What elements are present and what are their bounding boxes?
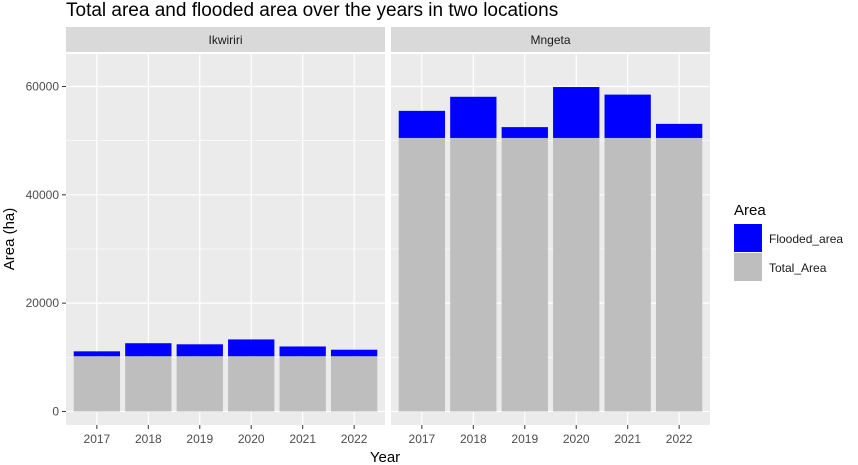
bar-flooded-area-2018	[450, 96, 497, 138]
x-tick-label: 2018	[460, 432, 487, 446]
facet-strip	[391, 27, 710, 52]
bar-flooded-area-2019	[176, 344, 223, 357]
bar-total-area-2019	[501, 137, 548, 412]
bar-flooded-area-2020	[228, 339, 275, 357]
x-tick-label: 2021	[289, 432, 316, 446]
bar-total-area-2020	[228, 356, 275, 412]
facet-strip	[66, 27, 385, 52]
x-tick-label: 2020	[238, 432, 265, 446]
chart-title: Total area and flooded area over the yea…	[66, 0, 558, 21]
x-tick-label: 2018	[135, 432, 162, 446]
legend: Area Flooded_area Total_Area	[734, 202, 843, 281]
x-tick-label: 2019	[511, 432, 538, 446]
bar-flooded-area-2022	[330, 349, 378, 357]
y-tick-label: 20000	[26, 296, 60, 310]
bar-total-area-2022	[330, 356, 378, 412]
x-axis-title: Year	[370, 449, 400, 465]
x-tick-label: 2017	[84, 432, 111, 446]
y-tick-label: 40000	[26, 188, 60, 202]
facet-strip-label: Ikwiriri	[209, 33, 243, 47]
bar-flooded-area-2020	[553, 87, 600, 138]
bar-total-area-2019	[176, 356, 223, 412]
x-tick-label: 2022	[341, 432, 368, 446]
bar-total-area-2021	[279, 356, 326, 412]
bar-total-area-2018	[125, 356, 172, 412]
bar-flooded-area-2018	[125, 343, 172, 357]
facet-panels: Ikwiriri 2017 2018 2019 2020 2021 2022 Mngeta 20…	[66, 27, 710, 446]
facet-panel-ikwiriri: Ikwiriri 2017 2018 2019 2020 2021 2022	[66, 27, 385, 446]
bar-flooded-area-2022	[655, 123, 703, 138]
bar-flooded-area-2017	[398, 110, 446, 138]
x-tick-label: 2021	[614, 432, 641, 446]
y-axis-title: Area (ha)	[1, 208, 18, 271]
bar-flooded-area-2021	[604, 94, 651, 138]
facet-strip-label: Mngeta	[530, 33, 570, 47]
bar-flooded-area-2017	[73, 351, 121, 357]
bar-total-area-2020	[553, 137, 600, 412]
bar-flooded-area-2021	[279, 346, 326, 357]
bar-flooded-area-2019	[501, 127, 548, 138]
y-tick-label: 0	[52, 404, 59, 418]
legend-label: Flooded_area	[769, 232, 843, 246]
legend-key-total-area	[734, 253, 762, 281]
legend-label: Total_Area	[769, 261, 827, 275]
bar-total-area-2017	[73, 356, 121, 412]
x-tick-label: 2017	[409, 432, 436, 446]
bar-total-area-2022	[655, 137, 703, 412]
x-tick-label: 2022	[666, 432, 693, 446]
legend-title: Area	[734, 202, 766, 219]
y-axis: 0 20000 40000 60000	[26, 79, 66, 418]
bar-total-area-2018	[450, 137, 497, 412]
bar-total-area-2021	[604, 137, 651, 412]
x-tick-label: 2019	[186, 432, 213, 446]
y-tick-label: 60000	[26, 79, 60, 93]
bar-total-area-2017	[398, 137, 446, 412]
legend-key-flooded-area	[734, 224, 762, 252]
facet-panel-mngeta: Mngeta 2017 2018 2019 2020 2021 2022	[391, 27, 710, 446]
x-tick-label: 2020	[563, 432, 590, 446]
